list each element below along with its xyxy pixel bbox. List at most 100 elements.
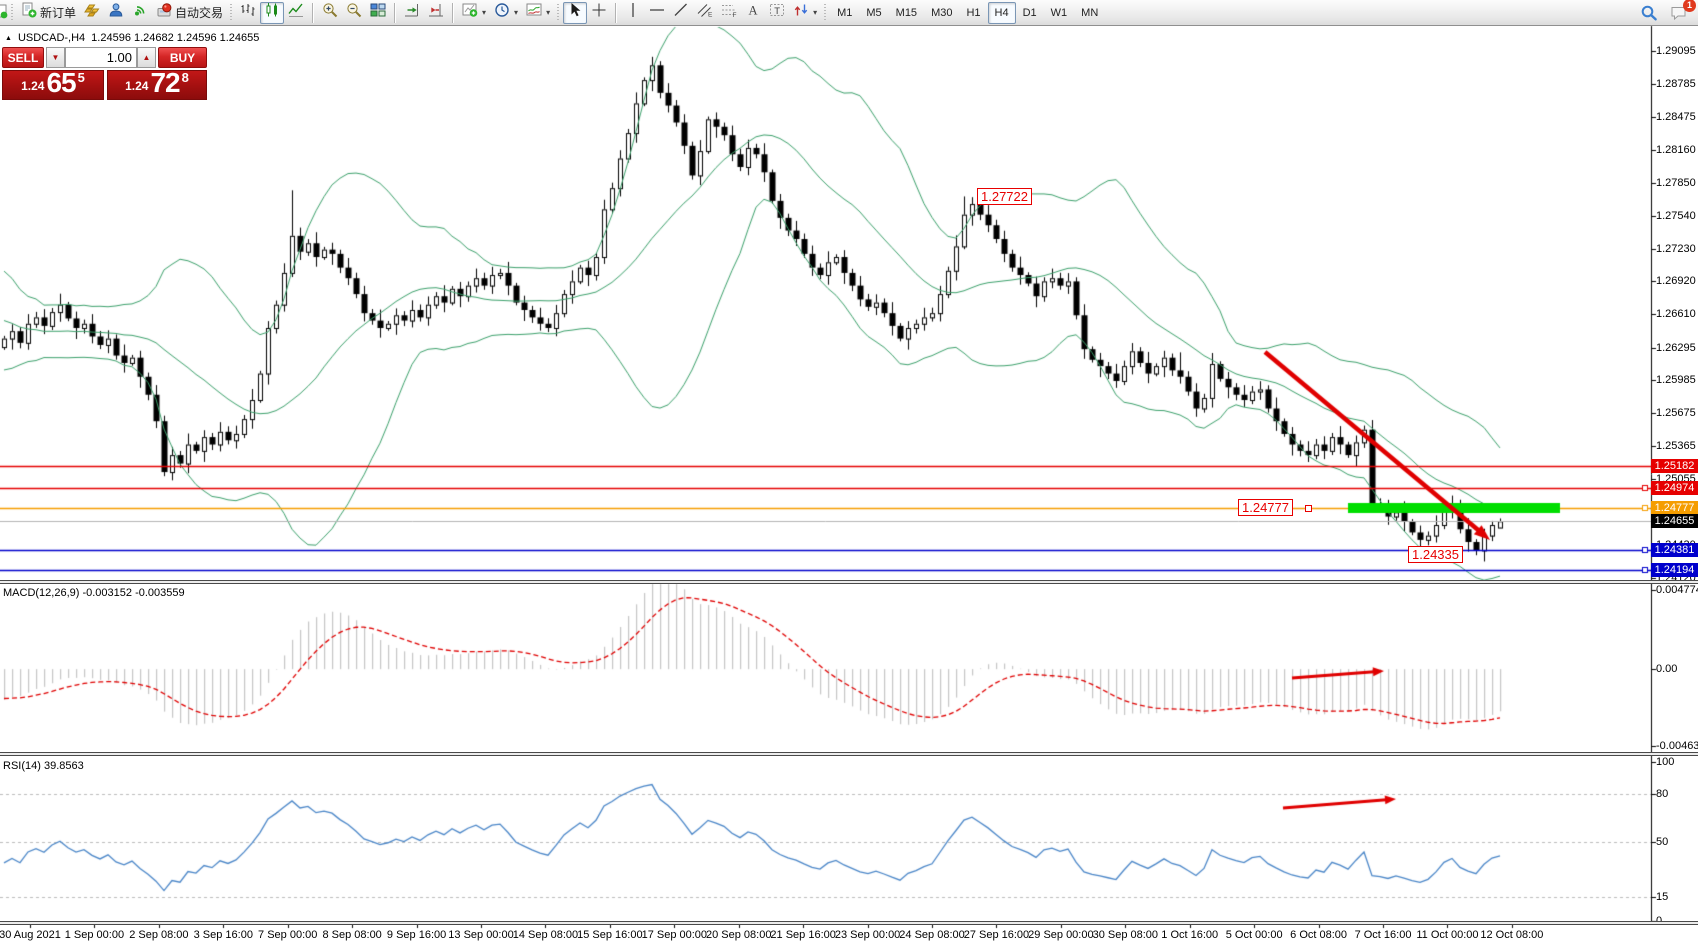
timeframe-h1-button[interactable]: H1: [966, 6, 981, 19]
annotation-anchor-square[interactable]: [1305, 505, 1312, 512]
macd-pane-divider[interactable]: [0, 580, 1698, 584]
horizontal-line-icon[interactable]: [645, 2, 669, 24]
time-axis-label: 20 Sep 08:00: [705, 929, 772, 941]
price-annotation-1-24777[interactable]: 1.24777: [1238, 499, 1293, 516]
chart-shift-icon[interactable]: [424, 2, 448, 24]
tile-windows-icon[interactable]: [366, 2, 390, 24]
sell-button[interactable]: SELL: [2, 47, 44, 68]
arrows-dropdown[interactable]: ▾: [789, 2, 821, 24]
buy-price-point: 8: [181, 70, 189, 85]
text-icon[interactable]: A: [741, 2, 765, 24]
time-axis-label: 1 Sep 00:00: [64, 929, 125, 941]
search-icon[interactable]: [1636, 2, 1662, 24]
text-label-icon[interactable]: T: [765, 2, 789, 24]
signals-icon[interactable]: [128, 2, 152, 24]
price-axis-tick: 1.26295: [1656, 341, 1696, 354]
vertical-line-icon[interactable]: [621, 2, 645, 24]
macd-axis-tick: -0.004637: [1656, 740, 1698, 752]
dropdown-caret-icon[interactable]: ▾: [813, 8, 818, 17]
price-axis-tick: 1.28785: [1656, 77, 1696, 90]
templates-dropdown[interactable]: ▾: [522, 2, 554, 24]
trendline-icon[interactable]: [669, 2, 693, 24]
time-axis-label: 30 Aug 2021: [0, 929, 61, 941]
profile-icon-glyph: [108, 2, 124, 23]
auto-scroll-icon[interactable]: [400, 2, 424, 24]
time-axis-label: 12 Oct 08:00: [1480, 929, 1544, 941]
bar-chart-icon[interactable]: [236, 2, 260, 24]
notifications-icon[interactable]: 1: [1666, 0, 1696, 24]
timeframe-d1-button[interactable]: D1: [1022, 6, 1037, 19]
rsi-pane-divider[interactable]: [0, 752, 1698, 756]
price-annotation-1-24335[interactable]: 1.24335: [1408, 546, 1463, 563]
toolbar-drag-handle[interactable]: [10, 3, 15, 22]
horizontal-line-icon-glyph: [649, 2, 665, 23]
toolbar-drag-handle[interactable]: [229, 3, 235, 22]
timeframe-w1-button[interactable]: W1: [1050, 6, 1068, 19]
autotrade-glyph: [156, 2, 172, 23]
volume-increase-button[interactable]: ▲: [137, 47, 156, 68]
time-axis-label: 8 Sep 08:00: [322, 929, 382, 941]
new-order-glyph: [21, 2, 37, 23]
cursor-icon-glyph: [567, 2, 583, 23]
toolbar-drag-handle[interactable]: [823, 3, 829, 22]
zoom-in-icon[interactable]: [318, 2, 342, 24]
price-axis-tick: 1.26920: [1656, 275, 1696, 288]
dropdown-caret-icon[interactable]: ▾: [482, 8, 487, 17]
timeframe-h4-button[interactable]: H4: [987, 1, 1016, 24]
buy-button[interactable]: BUY: [158, 47, 207, 68]
toolbar-drag-handle[interactable]: [556, 3, 562, 22]
buy-price-base: 1.24: [125, 79, 149, 93]
autotrade-button[interactable]: 自动交易: [152, 2, 227, 24]
time-axis-label: 21 Sep 16:00: [770, 929, 836, 941]
ohlc-marker-icon: ▲: [5, 35, 12, 42]
timeframe-m15-button[interactable]: M15: [895, 6, 918, 19]
toolbar-separator: [452, 2, 455, 23]
dropdown-caret-icon[interactable]: ▾: [514, 8, 519, 17]
price-level-tag: 1.24777: [1651, 501, 1698, 516]
rsi-axis-tick: 50: [1656, 835, 1669, 848]
timeframe-m30-button[interactable]: M30: [931, 6, 953, 19]
sell-price-pips: 65: [46, 67, 76, 98]
price-axis-tick: 1.27850: [1656, 176, 1696, 189]
market-watch-icon[interactable]: [80, 2, 104, 24]
dropdown-caret-icon[interactable]: ▾: [546, 8, 551, 17]
line-chart-icon[interactable]: [284, 2, 308, 24]
cursor-icon[interactable]: [563, 1, 588, 24]
clipped-toolbar-icon[interactable]: [0, 4, 8, 22]
buy-price-pips: 72: [150, 67, 180, 98]
price-level-tag: 1.24974: [1651, 480, 1698, 495]
time-axis-label: 23 Sep 00:00: [834, 929, 901, 941]
templates-glyph: [526, 2, 542, 23]
buy-price[interactable]: 1.24 72 8: [107, 67, 207, 100]
price-axis-tick: 1.25365: [1656, 440, 1696, 453]
price-annotation-1-27722[interactable]: 1.27722: [977, 188, 1032, 205]
rsi-indicator-label: RSI(14) 39.8563: [3, 760, 84, 772]
signals-icon-glyph: [132, 2, 148, 23]
chart-title: ▲ USDCAD-,H4 1.24596 1.24682 1.24596 1.2…: [5, 32, 259, 44]
svg-text:T: T: [774, 6, 780, 17]
volume-decrease-button[interactable]: ▼: [46, 47, 65, 68]
fibonacci-icon[interactable]: F: [717, 2, 741, 24]
profile-icon[interactable]: [104, 2, 128, 24]
indicators-dropdown[interactable]: ▾: [458, 2, 490, 24]
price-axis-tick: 1.26610: [1656, 308, 1696, 321]
periods-dropdown[interactable]: ▾: [490, 2, 522, 24]
tile-windows-icon-glyph: [370, 2, 386, 23]
time-axis-label: 3 Sep 16:00: [193, 929, 253, 941]
price-axis-tick: 1.25985: [1656, 374, 1696, 387]
time-axis-label: 27 Sep 16:00: [963, 929, 1030, 941]
sell-price[interactable]: 1.24 65 5: [2, 67, 104, 100]
candlestick-chart-icon[interactable]: [260, 1, 285, 24]
timeframe-m1-button[interactable]: M1: [837, 6, 853, 19]
crosshair-icon[interactable]: [587, 2, 611, 24]
volume-input[interactable]: [65, 47, 137, 68]
bar-chart-icon-glyph: [240, 2, 256, 23]
equidistant-channel-icon[interactable]: E: [693, 2, 717, 24]
time-axis-label: 13 Sep 00:00: [448, 929, 514, 941]
timeframe-mn-button[interactable]: MN: [1081, 6, 1099, 19]
time-axis-label: 24 Sep 08:00: [899, 929, 965, 941]
timeframe-m5-button[interactable]: M5: [866, 6, 882, 19]
new-order-button[interactable]: 新订单: [17, 2, 80, 24]
zoom-out-icon[interactable]: [342, 2, 366, 24]
